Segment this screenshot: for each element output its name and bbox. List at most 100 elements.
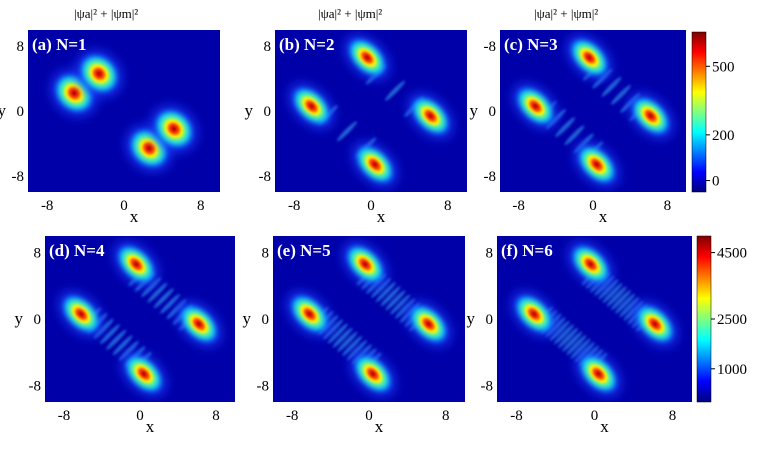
y-tick-label: -8 [481, 378, 494, 394]
intensity-peak [576, 351, 621, 396]
intensity-peak [345, 35, 390, 80]
y-tick-label: -8 [484, 39, 497, 55]
intensity-peak [289, 84, 334, 129]
y-tick-label: -8 [484, 169, 497, 185]
fringe [390, 294, 411, 315]
colorbar-tick-label: 1000 [717, 362, 747, 378]
x-tick-label: 0 [365, 408, 373, 424]
colorbar-tick-label: 4500 [717, 246, 747, 262]
fringe [342, 335, 363, 356]
y-axis-label: y [245, 101, 254, 120]
intensity-peak [567, 35, 612, 80]
panel-title-1: |ψa|² + |ψm|² [74, 6, 138, 21]
fringe [160, 293, 181, 314]
fringe [147, 282, 168, 303]
y-tick-label: 0 [486, 312, 494, 328]
panel-label: (d) N=4 [49, 241, 105, 260]
fringe [555, 117, 576, 138]
fringe [610, 84, 631, 105]
x-tick-label: 8 [444, 198, 452, 214]
x-tick-label: 0 [120, 198, 128, 214]
fringe [370, 277, 392, 298]
colorbar-tick-label: 200 [712, 128, 735, 144]
heatmap-background [28, 30, 220, 192]
y-tick-label: 0 [17, 104, 25, 120]
x-axis-label: x [600, 417, 609, 436]
intensity-peak [121, 351, 166, 396]
fringe [346, 340, 368, 361]
panel-title-2: |ψa|² + |ψm|² [318, 6, 382, 21]
y-tick-label: 8 [264, 39, 272, 55]
x-tick-label: 0 [591, 408, 599, 424]
x-axis-label: x [375, 417, 384, 436]
intensity-peak [568, 242, 613, 287]
x-tick-label: 8 [664, 198, 672, 214]
x-axis-label: x [146, 417, 155, 436]
heatmap-panel-6: (f) N=6 -8 0 8 x 8 0 -8 y [467, 236, 692, 436]
fringe [602, 282, 623, 303]
fringe [619, 297, 640, 318]
x-tick-label: 0 [136, 408, 144, 424]
fringe [562, 331, 583, 352]
x-axis-label: x [377, 207, 386, 226]
y-axis-label: y [0, 101, 7, 120]
fringe [601, 76, 622, 97]
fringe [610, 290, 631, 311]
fringe [380, 286, 401, 307]
x-tick-label: -8 [510, 408, 523, 424]
fringe [332, 327, 353, 348]
fringe [549, 320, 570, 341]
heatmap-panel-2: (b) N=2 -8 0 8 x 8 0 -8 y [245, 30, 467, 226]
intensity-peak [151, 106, 197, 152]
intensity-peak [628, 93, 673, 138]
x-tick-label: -8 [286, 408, 299, 424]
heatmap-panel-1: (a) N=1 -8 0 8 x 8 0 -8 y [0, 30, 220, 226]
intensity-peak [574, 142, 619, 187]
fringe [558, 327, 579, 348]
colorbar-tick-label: 500 [712, 59, 735, 75]
y-axis-label: y [470, 101, 479, 120]
x-tick-label: 8 [442, 408, 450, 424]
x-tick-label: -8 [41, 198, 54, 214]
fringe [394, 298, 416, 319]
x-tick-label: 8 [212, 408, 220, 424]
y-tick-label: 0 [262, 312, 270, 328]
fringe [141, 277, 162, 298]
y-tick-label: 0 [264, 104, 272, 120]
intensity-peak [513, 84, 558, 129]
x-tick-label: -8 [58, 408, 71, 424]
panel-label: (c) N=3 [504, 35, 558, 54]
y-tick-label: -8 [259, 169, 272, 185]
colorbar-tick-label: 0 [712, 174, 720, 190]
y-tick-label: -8 [29, 378, 42, 394]
intensity-peak [350, 351, 395, 396]
fringe [336, 121, 358, 142]
y-axis-label: y [467, 309, 476, 328]
y-tick-label: 8 [34, 246, 42, 262]
colorbar-top: 500 200 0 [691, 31, 735, 193]
x-axis-label: x [130, 207, 139, 226]
fringe [615, 293, 636, 314]
fringe [384, 80, 406, 101]
fringe [598, 279, 619, 300]
heatmap-panel-4: (d) N=4 -8 0 8 x 8 0 -8 y [15, 236, 235, 436]
intensity-peak [176, 302, 221, 346]
fringe [566, 335, 587, 356]
fringe [112, 335, 133, 356]
heatmap-panel-5: (e) N=5 -8 0 8 x 8 0 -8 y [243, 236, 465, 436]
panel-label: (a) N=1 [32, 35, 87, 54]
y-axis-label: y [15, 309, 24, 328]
fringe [375, 282, 396, 303]
fringe [337, 331, 358, 352]
y-tick-label: 8 [262, 246, 270, 262]
intensity-peak [633, 302, 677, 346]
intensity-peak [287, 292, 332, 336]
x-tick-label: 0 [367, 198, 375, 214]
x-tick-label: 0 [589, 198, 597, 214]
x-axis-label: x [599, 207, 608, 226]
fringe [570, 338, 591, 359]
intensity-peak [126, 125, 172, 171]
heatmap-panel-3: (c) N=3 -8 0 8 x -8 0 -8 y [470, 30, 686, 226]
intensity-peak [59, 292, 104, 336]
